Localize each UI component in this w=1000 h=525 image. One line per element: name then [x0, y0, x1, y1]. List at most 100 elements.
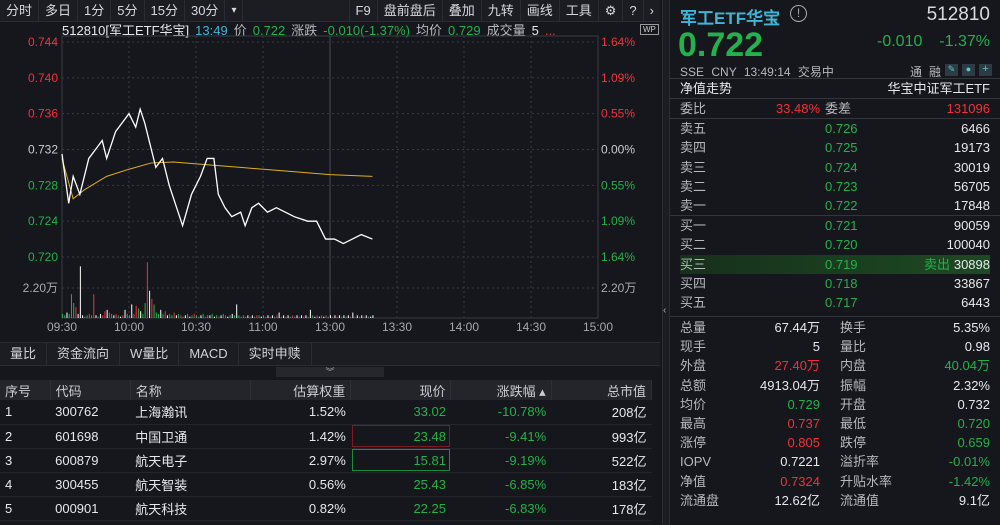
nav-trend-link[interactable]: 净值走势 [680, 81, 733, 96]
tab-fund-flow[interactable]: 资金流向 [47, 343, 121, 365]
collapse-toggle[interactable]: ︾ [276, 367, 384, 377]
col-price[interactable]: 现价 [350, 380, 452, 400]
price-line [61, 106, 373, 245]
ask-level-row[interactable]: 卖二 0.723 56705 [680, 177, 990, 196]
x-tick-label: 09:30 [47, 320, 77, 334]
tab-multiday[interactable]: 多日 [39, 0, 79, 22]
stat-row: 净值 0.7324 升贴水率 -1.42% [680, 472, 990, 491]
table-row[interactable]: 3 600879 航天电子 2.97% 15.81 -9.19% 522亿 [0, 448, 652, 473]
trading-status: 交易中 [797, 65, 834, 79]
level-price: 0.718 [825, 275, 858, 291]
order-ratio-value: 33.48% [775, 101, 820, 116]
overlay-button[interactable]: 叠加 [443, 0, 482, 22]
tab-intraday[interactable]: 分时 [0, 0, 40, 22]
add-icon[interactable]: + [979, 64, 992, 76]
stat-label: 跌停 [840, 435, 867, 451]
bid-level-row[interactable]: 买一 0.721 90059 [680, 216, 990, 235]
col-index[interactable]: 序号 [0, 380, 51, 400]
cell-market-cap: 183亿 [551, 472, 652, 497]
level-label: 卖五 [680, 121, 707, 136]
intraday-chart[interactable]: 0.744 1.64% 0.740 1.09% 0.736 0.55% 0.732 0.00%… [0, 0, 660, 340]
fund-full-name: 华宝中证军工ETF [887, 81, 990, 96]
tab-15min[interactable]: 15分 [145, 0, 185, 22]
tab-creation-redemption[interactable]: 实时申赎 [239, 343, 312, 365]
wp-icon[interactable]: WP [640, 24, 659, 35]
stat-value: 12.62亿 [774, 492, 820, 508]
stat-value: 0.805 [787, 435, 820, 451]
level-volume: 100040 [946, 237, 990, 253]
draw-line-button[interactable]: 画线 [521, 0, 560, 22]
chevron-left-icon[interactable]: ‹ [663, 305, 667, 316]
nav-trend-row[interactable]: 净值走势 华宝中证军工ETF [680, 79, 990, 98]
stat-value: -1.42% [948, 473, 990, 489]
y-tick-label: 0.724 [28, 214, 58, 228]
stat-row: 最高 0.737 最低 0.720 [680, 414, 990, 433]
y-tick-label: 0.732 [28, 143, 58, 157]
tab-1min[interactable]: 1分 [78, 0, 112, 22]
ask-level-row[interactable]: 卖一 0.722 17848 [680, 196, 990, 215]
help-icon[interactable]: ? [623, 0, 644, 22]
col-code[interactable]: 代码 [50, 380, 131, 400]
tab-volume-ratio[interactable]: 量比 [0, 343, 48, 365]
tab-macd[interactable]: MACD [179, 343, 239, 365]
table-row[interactable]: 1 300762 上海瀚讯 1.52% 33.02 -10.78% 208亿 [0, 400, 652, 425]
stat-label: 外盘 [680, 358, 707, 374]
stat-label: 总量 [680, 320, 707, 335]
ask-level-row[interactable]: 卖四 0.725 19173 [680, 138, 990, 157]
gear-icon[interactable]: ⚙ [599, 0, 624, 22]
quote-time: 13:49:14 [743, 65, 791, 79]
col-market-cap[interactable]: 总市值 [551, 380, 653, 400]
bid-level-row[interactable]: 买五 0.717 6443 [680, 293, 990, 312]
volume-tick-label-right: 2.20万 [601, 281, 636, 295]
tab-5min[interactable]: 5分 [111, 0, 145, 22]
order-ratio-label: 委比 [680, 101, 707, 116]
last-price: 0.722 [678, 26, 764, 64]
f9-button[interactable]: F9 [350, 0, 378, 22]
tools-button[interactable]: 工具 [560, 0, 599, 22]
level-volume: 6466 [961, 121, 990, 136]
cell-weight: 1.42% [250, 424, 351, 449]
pencil-icon[interactable]: ✎ [945, 64, 958, 76]
stat-value: 0.732 [957, 396, 990, 412]
info-icon[interactable]: ! [790, 5, 807, 22]
level-label: 卖二 [680, 178, 707, 194]
stat-value: 0.98 [964, 339, 990, 355]
col-change-pct[interactable]: 涨跌幅 ▴ [450, 380, 552, 400]
cell-change-pct: -10.78% [450, 400, 552, 425]
stat-label: 流通盘 [680, 492, 720, 508]
pre-post-market-button[interactable]: 盘前盘后 [378, 0, 443, 22]
col-name[interactable]: 名称 [130, 380, 252, 400]
stat-label: 均价 [680, 396, 707, 412]
quote-panel: 军工ETF华宝 ! 512810 0.722 -0.010 -1.37% SSE… [670, 0, 1000, 525]
avg-label: 均价 [416, 23, 443, 38]
tab-w-volume-ratio[interactable]: W量比 [120, 343, 180, 365]
tab-30min[interactable]: 30分 [185, 0, 226, 22]
ask-level-row[interactable]: 卖五 0.726 6466 [680, 119, 990, 138]
bid-level-row[interactable]: 买三 0.719 卖出 30898 [680, 254, 990, 274]
cell-price: 22.25 [350, 496, 451, 521]
level-label: 买四 [680, 275, 707, 291]
panel-divider[interactable]: ‹ [662, 0, 670, 525]
stat-label: 内盘 [840, 358, 867, 374]
level-price: 0.721 [825, 218, 858, 233]
cell-market-cap: 178亿 [551, 496, 652, 521]
avg-value: 0.729 [448, 23, 481, 38]
table-row[interactable]: 5 000901 航天科技 0.82% 22.25 -6.83% 178亿 [0, 496, 652, 521]
col-weight[interactable]: 估算权重 [250, 380, 352, 400]
volume-label: 成交量 [486, 23, 526, 38]
bid-level-row[interactable]: 买四 0.718 33867 [680, 274, 990, 293]
cell-weight: 2.97% [250, 448, 351, 473]
fund-title: 军工ETF华宝 [680, 9, 781, 28]
bell-icon[interactable]: ● [962, 64, 975, 76]
table-row[interactable]: 2 601698 中国卫通 1.42% 23.48 -9.41% 993亿 [0, 424, 652, 449]
ask-level-row[interactable]: 卖三 0.724 30019 [680, 158, 990, 177]
x-tick-label: 14:00 [449, 320, 479, 334]
change-label: 涨跌 [291, 23, 318, 38]
cell-name: 航天智装 [130, 472, 251, 497]
nine-turn-button[interactable]: 九转 [482, 0, 521, 22]
chevron-right-icon[interactable]: › [649, 3, 654, 18]
period-dropdown-icon[interactable]: ▾ [225, 0, 244, 22]
table-row[interactable]: 4 300455 航天智装 0.56% 25.43 -6.85% 183亿 [0, 472, 652, 497]
stat-row: 流通盘 12.62亿 流通值 9.1亿 [680, 491, 990, 510]
bid-level-row[interactable]: 买二 0.720 100040 [680, 235, 990, 254]
